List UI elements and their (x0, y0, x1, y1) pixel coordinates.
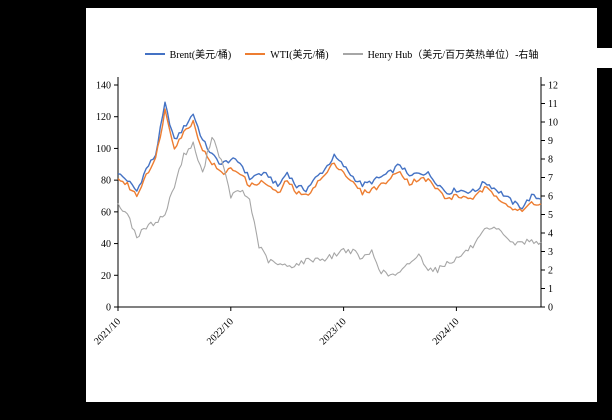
svg-text:120: 120 (96, 112, 111, 123)
svg-text:0: 0 (106, 303, 111, 314)
legend-item-brent: Brent(美元/桶) (144, 46, 232, 61)
wti-line-swatch (245, 52, 266, 55)
chart-legend: Brent(美元/桶) WTI(美元/桶) Henry Hub（美元/百万英热单… (86, 46, 597, 61)
svg-text:5: 5 (548, 210, 553, 221)
legend-label-henry-hub: Henry Hub（美元/百万英热单位）-右轴 (367, 50, 539, 61)
svg-text:40: 40 (101, 239, 111, 250)
line-chart: 02040608010012014001234567891011122021/1… (92, 77, 558, 347)
svg-text:2023/10: 2023/10 (318, 316, 349, 347)
svg-text:11: 11 (548, 99, 558, 110)
chart-panel: Brent(美元/桶) WTI(美元/桶) Henry Hub（美元/百万英热单… (86, 8, 597, 402)
svg-text:6: 6 (548, 192, 553, 203)
brent-line-swatch (144, 52, 165, 55)
svg-text:10: 10 (548, 118, 558, 129)
svg-text:2022/10: 2022/10 (205, 316, 236, 347)
svg-text:100: 100 (96, 144, 111, 155)
legend-item-wti: WTI(美元/桶) (245, 46, 329, 61)
svg-text:2024/10: 2024/10 (431, 316, 462, 347)
legend-item-henry-hub: Henry Hub（美元/百万英热单位）-右轴 (342, 46, 539, 61)
svg-text:8: 8 (548, 155, 553, 166)
henry-hub-line-swatch (342, 52, 363, 55)
svg-text:1: 1 (548, 284, 553, 295)
legend-label-wti: WTI(美元/桶) (270, 50, 329, 61)
svg-text:9: 9 (548, 136, 553, 147)
svg-text:80: 80 (101, 176, 111, 187)
svg-text:60: 60 (101, 207, 111, 218)
svg-text:3: 3 (548, 247, 553, 258)
svg-text:0: 0 (548, 303, 553, 314)
svg-text:20: 20 (101, 271, 111, 282)
svg-text:7: 7 (548, 173, 553, 184)
svg-text:140: 140 (96, 81, 111, 92)
svg-text:12: 12 (548, 81, 558, 92)
svg-text:4: 4 (548, 229, 553, 240)
legend-label-brent: Brent(美元/桶) (169, 50, 232, 61)
edge-white-sliver (597, 48, 612, 68)
svg-text:2021/10: 2021/10 (92, 316, 123, 347)
svg-text:2: 2 (548, 266, 553, 277)
